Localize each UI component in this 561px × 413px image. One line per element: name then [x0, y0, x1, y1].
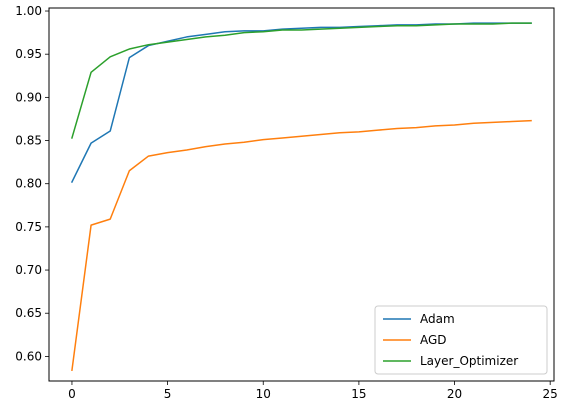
x-tick-label: 20 [447, 387, 462, 401]
y-tick-label: 0.70 [15, 263, 42, 277]
x-tick-label: 0 [68, 387, 76, 401]
y-tick-label: 0.95 [15, 47, 42, 61]
series-line-layer-optimizer [71, 22, 532, 139]
legend-label: Adam [420, 312, 455, 326]
y-tick-label: 0.60 [15, 349, 42, 363]
series-line-agd [71, 119, 532, 372]
y-tick-label: 1.00 [15, 4, 42, 18]
x-axis: 0 5 10 15 20 25 [68, 381, 558, 401]
legend-label: AGD [420, 333, 447, 347]
legend-label: Layer_Optimizer [420, 354, 518, 368]
y-tick-label: 0.85 [15, 134, 42, 148]
series-lines [70, 22, 532, 372]
y-tick-label: 0.80 [15, 177, 42, 191]
legend: Adam AGD Layer_Optimizer [374, 305, 548, 375]
y-tick-label: 0.65 [15, 306, 42, 320]
legend-box [374, 305, 548, 375]
y-tick-label: 0.90 [15, 90, 42, 104]
y-tick-label: 0.75 [15, 220, 42, 234]
x-tick-label: 5 [164, 387, 172, 401]
y-axis: 0.60 0.65 0.70 0.75 0.80 0.85 0.90 0.95 1.00 [15, 4, 49, 363]
x-tick-label: 15 [351, 387, 366, 401]
x-tick-label: 25 [543, 387, 558, 401]
plot-frame [48, 7, 555, 382]
x-tick-label: 10 [256, 387, 271, 401]
